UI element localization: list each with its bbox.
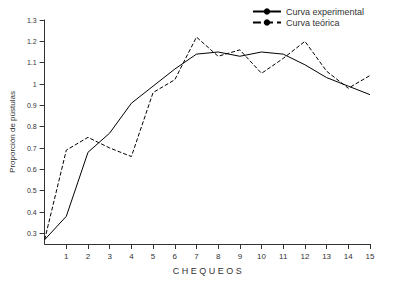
svg-text:Curva teórica: Curva teórica: [286, 18, 340, 28]
svg-text:0.4: 0.4: [27, 209, 37, 216]
svg-text:7: 7: [194, 252, 199, 261]
svg-text:1: 1: [64, 252, 69, 261]
svg-text:10: 10: [257, 252, 266, 261]
svg-text:0.6: 0.6: [27, 166, 37, 173]
svg-text:0.8: 0.8: [27, 123, 37, 130]
svg-text:0.5: 0.5: [27, 187, 37, 194]
svg-text:1.3: 1.3: [27, 17, 37, 24]
svg-text:12: 12: [300, 252, 309, 261]
svg-text:Proporción de pústulas: Proporción de pústulas: [8, 91, 17, 173]
svg-text:13: 13: [322, 252, 331, 261]
svg-text:14: 14: [344, 252, 353, 261]
svg-text:9: 9: [238, 252, 243, 261]
svg-text:1.2: 1.2: [27, 38, 37, 45]
svg-text:1: 1: [33, 81, 37, 88]
svg-text:Curva experimental: Curva experimental: [286, 7, 364, 17]
svg-text:8: 8: [216, 252, 221, 261]
svg-text:6: 6: [173, 252, 178, 261]
svg-text:3: 3: [107, 252, 112, 261]
svg-text:1.1: 1.1: [27, 59, 37, 66]
svg-text:15: 15: [366, 252, 375, 261]
svg-text:2: 2: [86, 252, 91, 261]
svg-text:0.3: 0.3: [27, 230, 37, 237]
svg-text:C H E Q U E O S: C H E Q U E O S: [173, 266, 242, 276]
svg-text:0.9: 0.9: [27, 102, 37, 109]
svg-text:11: 11: [279, 252, 288, 261]
svg-text:0.7: 0.7: [27, 145, 37, 152]
svg-text:4: 4: [129, 252, 134, 261]
svg-text:5: 5: [151, 252, 156, 261]
